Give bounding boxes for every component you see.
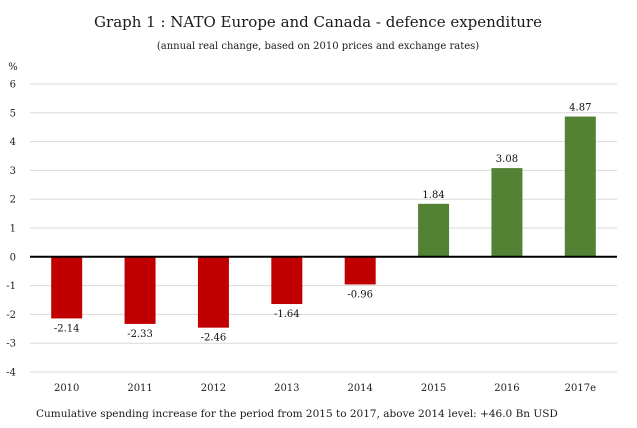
bar-2011 <box>124 256 156 324</box>
chart-title: Graph 1 : NATO Europe and Canada - defen… <box>94 13 542 31</box>
data-label: -2.14 <box>54 323 80 334</box>
y-axis-ticks: -4 -3 -2 -1 0 1 2 3 4 5 6 <box>6 80 16 379</box>
chart-subtitle: (annual real change, based on 2010 price… <box>157 41 479 52</box>
x-tick-label: 2016 <box>494 383 519 394</box>
bars <box>51 116 596 328</box>
bar-2012 <box>197 256 229 328</box>
y-axis-unit-label: % <box>8 62 18 73</box>
data-label: -2.46 <box>201 333 227 344</box>
data-label: 1.84 <box>422 190 444 201</box>
bar-2013 <box>271 256 303 305</box>
x-tick-label: 2011 <box>127 383 152 394</box>
y-tick-label: 2 <box>10 195 16 206</box>
y-tick-label: 4 <box>10 137 16 148</box>
y-tick-label: -4 <box>6 368 16 379</box>
y-tick-label: 5 <box>10 108 16 119</box>
x-tick-label: 2012 <box>201 383 226 394</box>
x-axis-ticks: 2010 2011 2012 2013 2014 2015 2016 2017e <box>54 383 596 394</box>
y-tick-label: 3 <box>10 166 16 177</box>
gridlines <box>30 83 617 373</box>
y-tick-label: 6 <box>10 80 16 91</box>
y-tick-label: -1 <box>6 281 16 292</box>
x-tick-label: 2013 <box>274 383 299 394</box>
bar-2016 <box>491 168 523 257</box>
bar-2015 <box>418 203 450 257</box>
data-labels: -2.14 -2.33 -2.46 -1.64 -0.96 1.84 3.08 4.87 <box>54 103 592 344</box>
y-tick-label: 1 <box>10 224 16 235</box>
data-label: 3.08 <box>496 154 518 165</box>
x-tick-label: 2010 <box>54 383 79 394</box>
y-tick-label: 0 <box>10 252 16 263</box>
y-tick-label: -2 <box>6 310 16 321</box>
data-label: -0.96 <box>347 289 373 300</box>
bar-2017e <box>564 116 596 257</box>
y-tick-label: -3 <box>6 339 16 350</box>
x-tick-label: 2014 <box>347 383 372 394</box>
data-label: -2.33 <box>127 329 153 340</box>
x-tick-label: 2017e <box>565 383 596 394</box>
chart-footnote: Cumulative spending increase for the per… <box>36 408 558 420</box>
bar-2010 <box>51 256 83 319</box>
data-label: -1.64 <box>274 309 300 320</box>
data-label: 4.87 <box>569 103 591 114</box>
x-tick-label: 2015 <box>421 383 446 394</box>
bar-2014 <box>344 256 376 285</box>
